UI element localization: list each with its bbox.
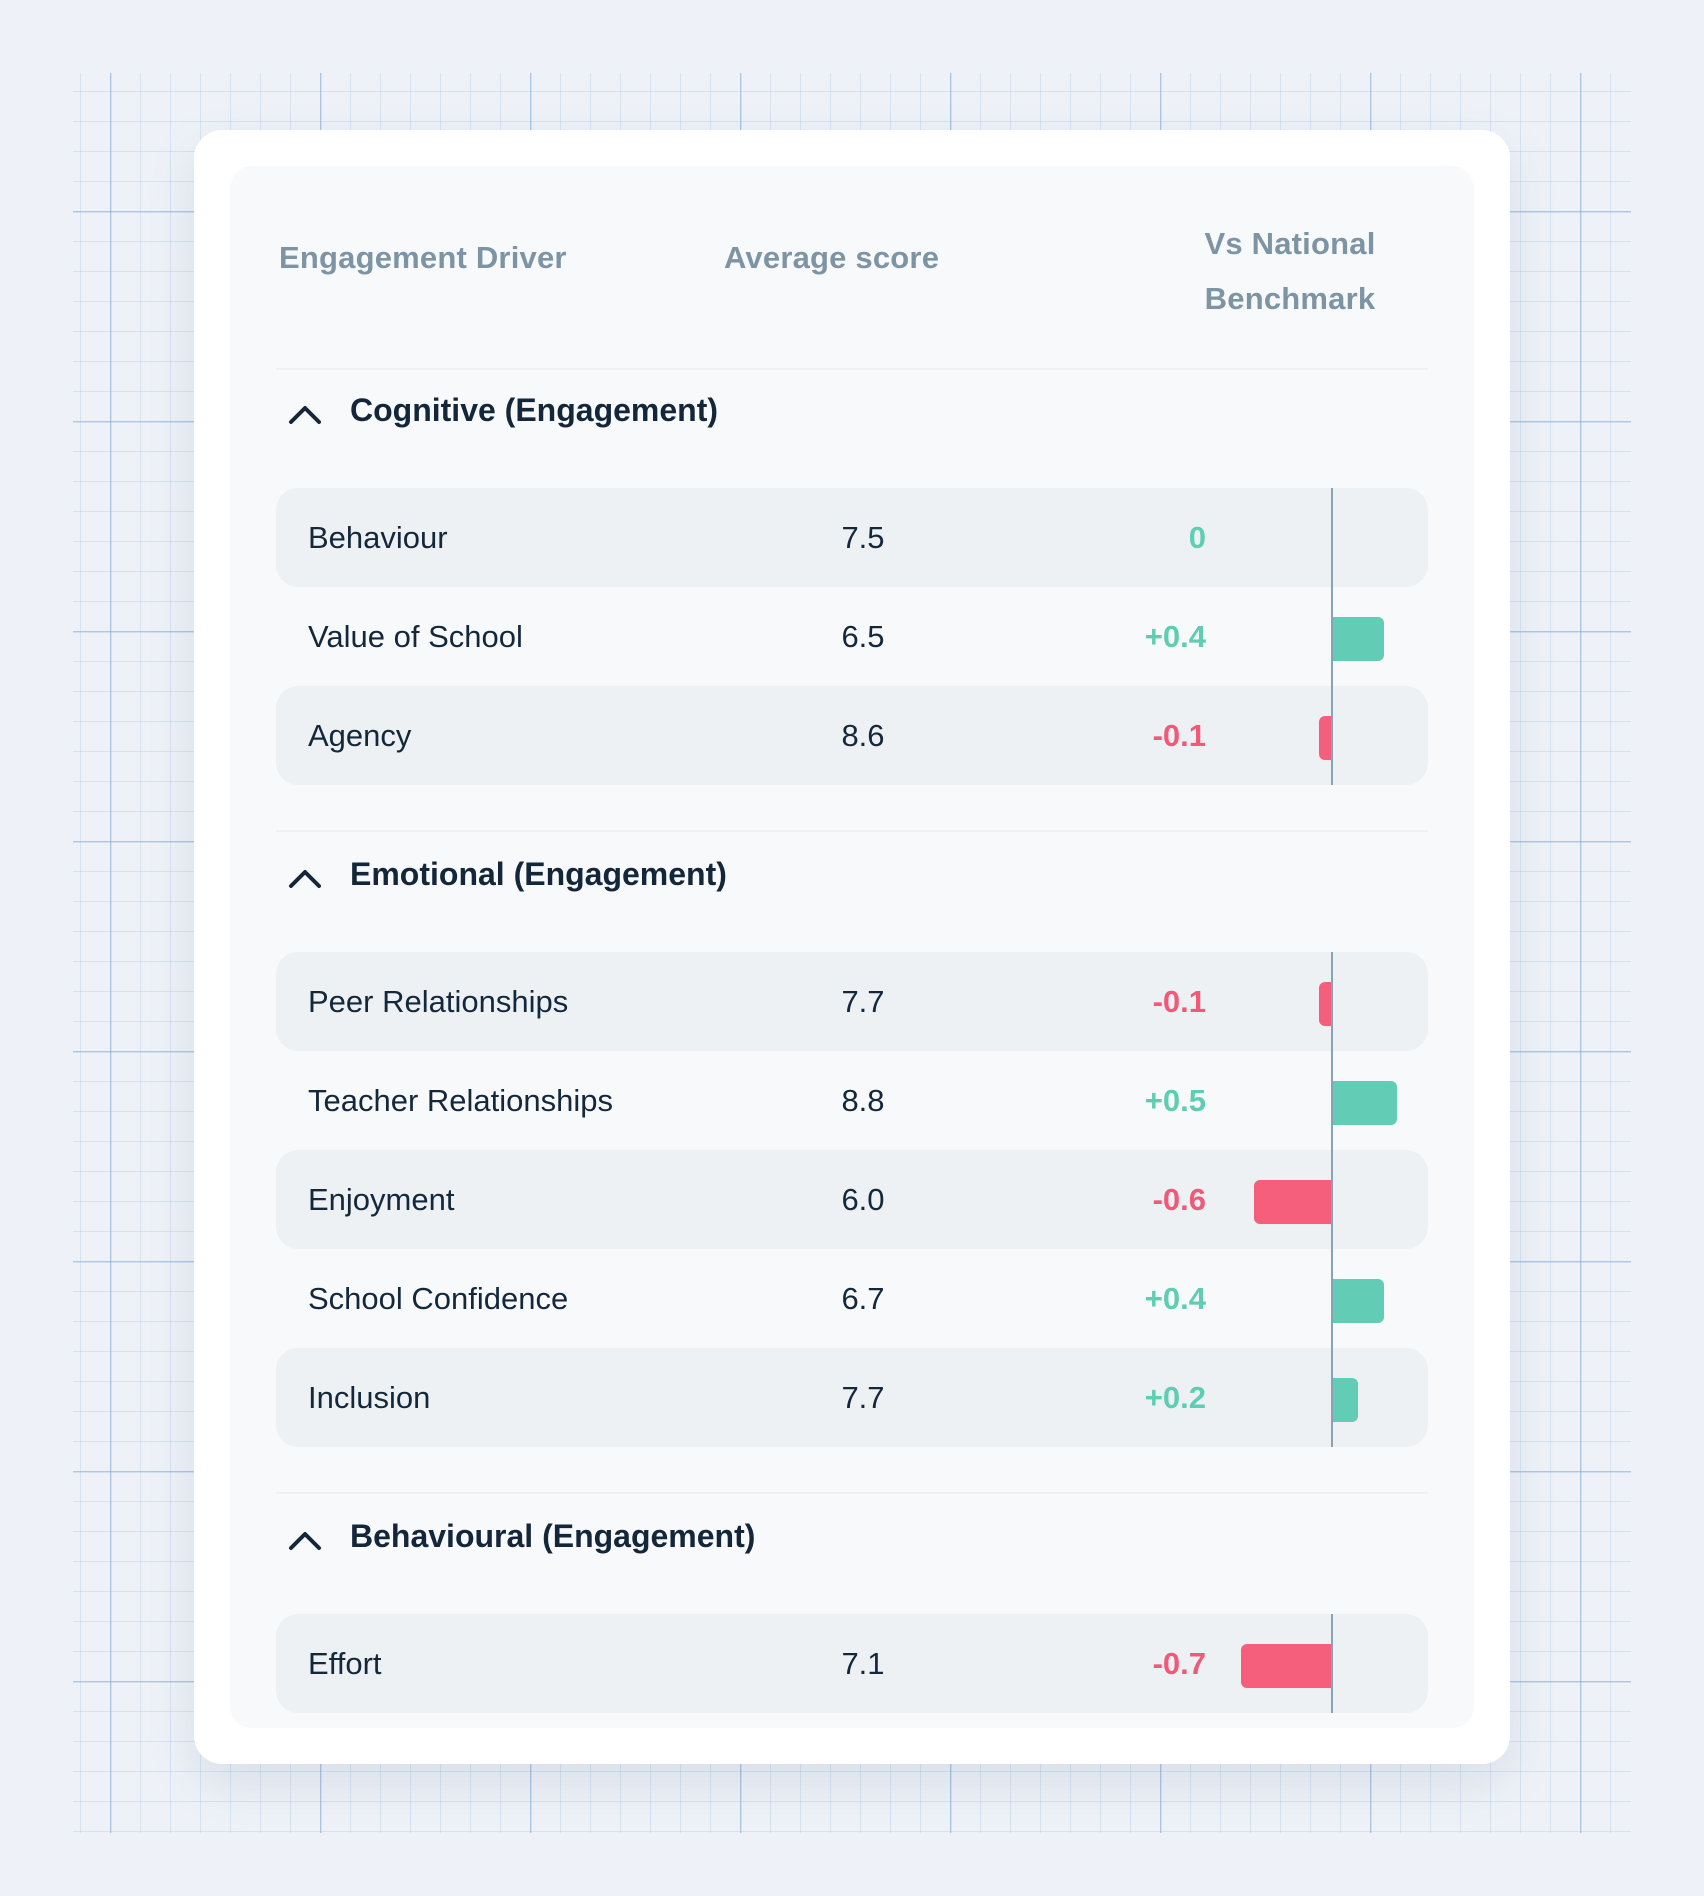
- table-row: Enjoyment 6.0 -0.6: [276, 1150, 1428, 1249]
- table-row: Teacher Relationships 8.8 +0.5: [276, 1051, 1428, 1150]
- benchmark-delta: +0.4: [1144, 1281, 1206, 1316]
- driver-name: Enjoyment: [308, 1182, 455, 1217]
- table-row: Value of School 6.5 +0.4: [276, 587, 1428, 686]
- positive-delta-bar: [1332, 617, 1384, 661]
- section-divider: [276, 1492, 1428, 1494]
- benchmark-delta: -0.1: [1152, 984, 1206, 1019]
- negative-delta-bar: [1254, 1180, 1332, 1224]
- benchmark-axis-line: [1331, 1614, 1333, 1713]
- table-row: Peer Relationships 7.7 -0.1: [276, 952, 1428, 1051]
- engagement-table: Engagement Driver Average score Vs Natio…: [230, 166, 1474, 1728]
- average-score: 8.6: [841, 718, 885, 753]
- group-title: Cognitive (Engagement): [350, 392, 719, 428]
- negative-delta-bar: [1241, 1644, 1332, 1688]
- chevron-up-icon[interactable]: [288, 403, 322, 425]
- driver-name: School Confidence: [308, 1281, 569, 1316]
- engagement-card: Engagement Driver Average score Vs Natio…: [194, 130, 1510, 1764]
- header-engagement-driver: Engagement Driver: [279, 240, 567, 275]
- average-score: 7.5: [841, 520, 885, 555]
- negative-delta-bar: [1319, 982, 1332, 1026]
- benchmark-delta: +0.4: [1144, 619, 1206, 654]
- section-divider: [276, 368, 1428, 370]
- driver-name: Behaviour: [308, 520, 448, 555]
- table-row: Inclusion 7.7 +0.2: [276, 1348, 1428, 1447]
- header-benchmark-line2: Benchmark: [1204, 281, 1376, 316]
- table-row: Agency 8.6 -0.1: [276, 686, 1428, 785]
- average-score: 6.7: [841, 1281, 885, 1316]
- benchmark-axis-line: [1331, 488, 1333, 785]
- chevron-up-icon[interactable]: [288, 1529, 322, 1551]
- driver-name: Teacher Relationships: [308, 1083, 614, 1118]
- driver-name: Inclusion: [308, 1380, 431, 1415]
- section-divider: [276, 830, 1428, 832]
- driver-name: Peer Relationships: [308, 984, 569, 1019]
- benchmark-delta: -0.7: [1152, 1646, 1206, 1681]
- benchmark-axis-line: [1331, 952, 1333, 1447]
- header-vs-national-benchmark: Vs National Benchmark: [1190, 216, 1390, 326]
- positive-delta-bar: [1332, 1081, 1397, 1125]
- average-score: 7.7: [841, 984, 885, 1019]
- driver-name: Effort: [308, 1646, 382, 1681]
- driver-name: Agency: [308, 718, 412, 753]
- average-score: 6.5: [841, 619, 885, 654]
- driver-name: Value of School: [308, 619, 523, 654]
- header-benchmark-line1: Vs National: [1204, 226, 1376, 261]
- benchmark-delta: 0: [1188, 520, 1206, 555]
- table-row: Behaviour 7.5 0: [276, 488, 1428, 587]
- header-average-score: Average score: [724, 240, 940, 275]
- table-row: School Confidence 6.7 +0.4: [276, 1249, 1428, 1348]
- positive-delta-bar: [1332, 1279, 1384, 1323]
- table-row: Effort 7.1 -0.7: [276, 1614, 1428, 1713]
- benchmark-delta: -0.6: [1152, 1182, 1206, 1217]
- positive-delta-bar: [1332, 1378, 1358, 1422]
- benchmark-delta: -0.1: [1152, 718, 1206, 753]
- benchmark-delta: +0.2: [1144, 1380, 1206, 1415]
- group-title: Emotional (Engagement): [350, 856, 727, 892]
- average-score: 6.0: [841, 1182, 885, 1217]
- group-title: Behavioural (Engagement): [350, 1518, 756, 1554]
- average-score: 7.1: [841, 1646, 885, 1681]
- negative-delta-bar: [1319, 716, 1332, 760]
- benchmark-delta: +0.5: [1144, 1083, 1206, 1118]
- average-score: 8.8: [841, 1083, 885, 1118]
- chevron-up-icon[interactable]: [288, 867, 322, 889]
- average-score: 7.7: [841, 1380, 885, 1415]
